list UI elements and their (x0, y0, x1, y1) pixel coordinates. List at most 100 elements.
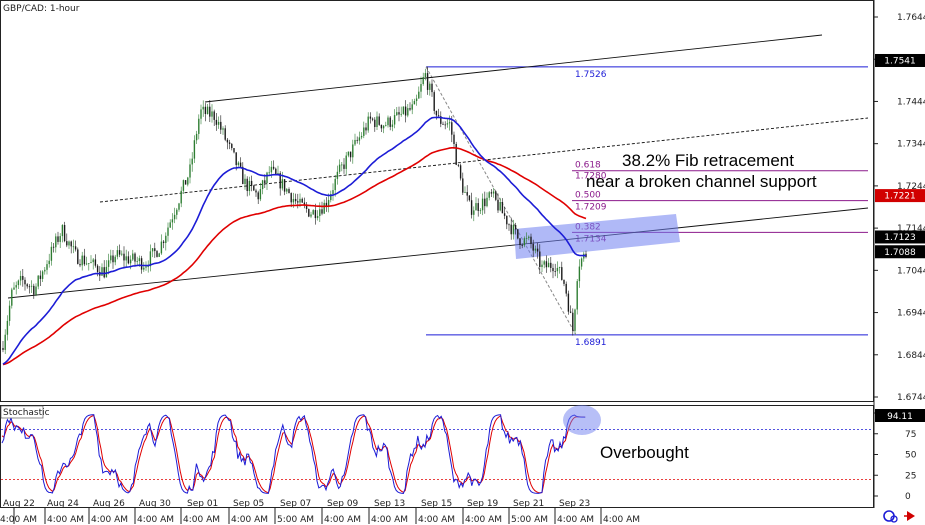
candle-body (30, 285, 33, 287)
candle-body (470, 200, 473, 215)
candle-body (404, 106, 407, 116)
time-label-hour: 4:00 AM (324, 515, 361, 525)
candle-body (57, 236, 59, 242)
candle-body (466, 192, 468, 196)
candle-body (237, 162, 240, 166)
candle-body (561, 267, 563, 280)
candle-body (567, 293, 570, 312)
candle-body (169, 222, 171, 228)
autoscroll-icon[interactable] (904, 511, 915, 521)
price-marker-box (875, 230, 925, 244)
channel-upper-line (204, 34, 823, 103)
candle-body (578, 266, 581, 282)
candle-body (253, 185, 255, 191)
candle-body (204, 106, 207, 115)
candle-body (409, 108, 411, 110)
candle-body (6, 320, 9, 335)
ema-fast-line (2, 116, 587, 365)
candle-body (297, 201, 299, 203)
candle-body (41, 271, 44, 279)
candle-body (422, 77, 424, 85)
candle-body (358, 137, 361, 141)
scroll-icon[interactable] (883, 510, 898, 523)
candle-body (279, 173, 281, 189)
candle-body (244, 178, 246, 185)
candle-body (464, 192, 466, 193)
candle-body (325, 202, 328, 207)
candle-body (4, 334, 6, 350)
candle-body (354, 139, 356, 145)
time-label-hour-first: 4:00 AM (0, 515, 37, 525)
channel-lower-line (7, 207, 869, 299)
candle-body (15, 285, 17, 288)
candle-body (235, 152, 237, 166)
candle-body (215, 119, 218, 125)
candle-body (475, 203, 477, 211)
candle-body (440, 116, 442, 124)
candle-body (182, 180, 185, 191)
time-label-date: Sep 15 (421, 499, 452, 509)
ema-slow-line (2, 147, 587, 366)
candle-body (550, 262, 552, 268)
candle-body (299, 198, 301, 203)
candle-body (552, 267, 554, 272)
candle-body (319, 209, 321, 217)
candle-body (191, 158, 193, 165)
candle-body (308, 208, 310, 217)
candle-body (400, 113, 402, 115)
candle-body (112, 255, 114, 263)
candle-body (503, 213, 506, 216)
candle-body (360, 135, 363, 138)
candle-body (525, 238, 528, 239)
candle-body (160, 241, 163, 254)
price-tick-label: 1.7444 (897, 97, 925, 107)
candle-body (107, 260, 110, 267)
candle-body (81, 255, 83, 266)
candle-body (48, 260, 50, 265)
candle-body (193, 140, 196, 159)
candle-body (63, 225, 66, 242)
time-label-hour: 5:00 AM (277, 515, 314, 525)
candles (2, 66, 587, 354)
candle-body (330, 194, 332, 201)
stochastic-current-value: 94.11 (887, 412, 913, 422)
candle-body (8, 305, 11, 321)
candle-body (22, 275, 24, 280)
candle-body (543, 261, 545, 265)
time-label-date: Sep 05 (233, 499, 264, 509)
price-marker-label: 1.7123 (884, 233, 916, 243)
candle-body (220, 121, 222, 130)
candle-body (371, 118, 374, 120)
candle-body (510, 224, 512, 235)
candle-body (488, 192, 490, 198)
candle-body (94, 259, 97, 266)
candle-body (356, 139, 358, 141)
stochastic-title: Stochastic (3, 408, 50, 418)
time-label-hour: 4:00 AM (47, 515, 84, 525)
candle-body (96, 265, 99, 272)
candle-body (398, 112, 400, 115)
candle-body (554, 271, 556, 272)
candle-body (154, 248, 156, 252)
candle-body (167, 227, 169, 236)
chart-title: GBP/CAD: 1-hour (3, 4, 80, 14)
candle-body (85, 263, 88, 265)
candle-body (565, 283, 567, 294)
candle-body (134, 253, 136, 262)
candle-body (28, 286, 31, 288)
candle-body (17, 280, 20, 286)
candle-body (563, 279, 565, 284)
candle-body (402, 106, 405, 114)
candle-body (143, 267, 145, 270)
candle-body (314, 210, 317, 219)
candle-body (442, 123, 444, 125)
candle-body (50, 246, 53, 261)
candle-body (52, 246, 55, 248)
candle-body (424, 73, 427, 78)
candle-body (321, 209, 323, 214)
overbought-label: Overbought (600, 443, 689, 462)
candle-body (246, 178, 248, 191)
candle-body (213, 111, 215, 120)
candle-body (275, 168, 277, 174)
